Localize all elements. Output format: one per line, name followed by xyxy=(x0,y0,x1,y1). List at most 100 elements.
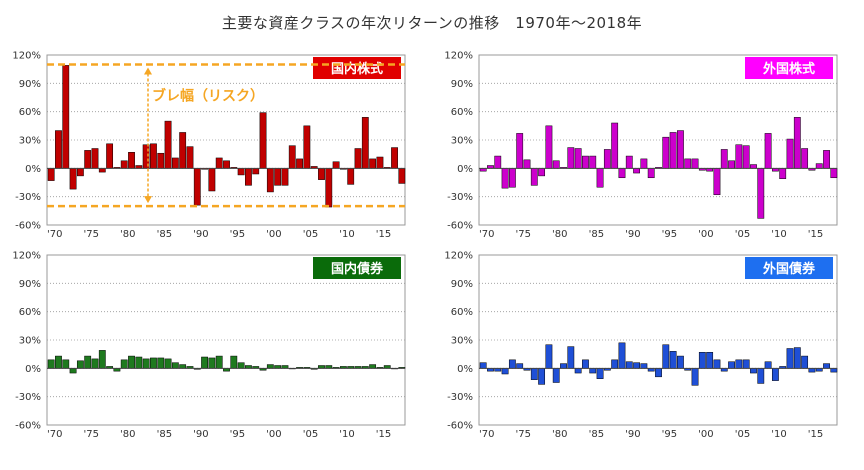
bar-1990 xyxy=(625,361,633,369)
y-tick-label: 90% xyxy=(451,279,473,290)
bar-1977 xyxy=(98,350,106,369)
panel-label-foreign-bonds: 外国債券 xyxy=(762,261,816,277)
panel-label-box xyxy=(745,257,833,279)
bar-1995 xyxy=(230,355,238,369)
bar-1994 xyxy=(655,368,662,378)
y-tick-label: 60% xyxy=(451,307,473,318)
bar-2005 xyxy=(303,125,311,169)
y-tick-label: -30% xyxy=(15,392,41,403)
bar-2002 xyxy=(713,359,721,369)
x-tick-label: '90 xyxy=(193,429,208,440)
bar-1971 xyxy=(55,130,62,169)
bar-1980 xyxy=(552,368,560,383)
bar-1984 xyxy=(582,155,589,169)
bar-1976 xyxy=(523,159,531,169)
x-tick-label: '85 xyxy=(157,429,172,440)
bar-1999 xyxy=(691,368,699,386)
y-tick-label: -60% xyxy=(447,221,473,232)
x-tick-label: '80 xyxy=(120,229,135,240)
bar-1992 xyxy=(208,357,216,369)
bar-2011 xyxy=(347,168,355,185)
x-tick-label: '80 xyxy=(552,429,567,440)
y-tick-label: 0% xyxy=(457,364,473,375)
bar-1986 xyxy=(596,368,604,379)
bar-1985 xyxy=(589,155,597,169)
bar-2000 xyxy=(698,352,706,369)
bar-1999 xyxy=(691,158,699,169)
bar-1984 xyxy=(582,359,589,369)
bar-1980 xyxy=(120,160,128,169)
bar-2011 xyxy=(779,168,787,179)
bar-1996 xyxy=(669,132,677,169)
bar-1972 xyxy=(62,359,70,369)
bar-1979 xyxy=(545,344,553,369)
bar-2014 xyxy=(801,355,809,369)
bar-1985 xyxy=(589,368,597,374)
x-tick-label: '15 xyxy=(808,429,823,440)
bar-2017 xyxy=(823,363,830,369)
x-tick-label: '95 xyxy=(230,429,245,440)
bar-1986 xyxy=(596,168,604,188)
plot-frame xyxy=(478,54,838,226)
bar-2009 xyxy=(764,133,772,169)
x-tick-label: '15 xyxy=(808,229,823,240)
risk-annotation: ブレ幅（リスク） xyxy=(152,87,264,104)
bar-1988 xyxy=(611,359,619,369)
chart-foreign-bonds: -60% -30% 0% 30% 60% 90% 120% '70 '75 '80 '85 '90 '9… xyxy=(444,251,838,440)
x-tick-label: '80 xyxy=(120,429,135,440)
x-tick-label: '70 xyxy=(47,429,62,440)
bar-2000 xyxy=(266,364,274,369)
y-tick-label: 120% xyxy=(12,251,41,262)
bar-1978 xyxy=(538,168,546,177)
x-tick-label: '85 xyxy=(589,229,604,240)
y-tick-label: 0% xyxy=(457,164,473,175)
bar-1991 xyxy=(201,356,208,369)
bar-2013 xyxy=(793,347,801,369)
bar-1975 xyxy=(84,150,92,169)
x-tick-label: '90 xyxy=(625,229,640,240)
bar-1990 xyxy=(625,155,633,169)
x-tick-label: '90 xyxy=(625,429,640,440)
bar-1981 xyxy=(128,355,135,369)
x-tick-label: '05 xyxy=(735,229,750,240)
bar-2012 xyxy=(354,148,362,169)
bar-1997 xyxy=(677,355,684,369)
bar-1995 xyxy=(662,344,670,369)
bar-1974 xyxy=(76,168,84,177)
bar-1977 xyxy=(530,168,538,186)
y-tick-label: 30% xyxy=(19,336,41,347)
x-tick-label: '05 xyxy=(735,429,750,440)
x-tick-label: '05 xyxy=(303,429,318,440)
bar-2005 xyxy=(735,144,743,169)
y-tick-label: -30% xyxy=(447,192,473,203)
bar-1986 xyxy=(164,120,172,169)
plot-frame xyxy=(46,254,406,426)
y-tick-label: 60% xyxy=(451,107,473,118)
bar-1975 xyxy=(516,133,524,169)
x-tick-label: '10 xyxy=(339,229,354,240)
bar-2002 xyxy=(281,168,289,186)
bar-2017 xyxy=(391,147,398,169)
bar-2006 xyxy=(742,359,750,369)
bar-2012 xyxy=(786,348,794,369)
bar-1989 xyxy=(618,342,626,369)
bar-1970 xyxy=(47,359,55,369)
x-tick-label: '75 xyxy=(84,429,99,440)
bar-1985 xyxy=(157,152,165,169)
bar-1981 xyxy=(128,152,135,169)
bar-1989 xyxy=(618,168,626,179)
bar-1992 xyxy=(640,363,648,369)
bar-1974 xyxy=(508,168,516,188)
y-tick-label: 30% xyxy=(451,136,473,147)
y-tick-label: 90% xyxy=(19,79,41,90)
bar-1996 xyxy=(237,362,245,369)
chart-domestic-bonds: -60% -30% 0% 30% 60% 90% 120% '70 '75 '80 '85 '90 '9… xyxy=(12,251,406,440)
x-tick-label: '10 xyxy=(339,429,354,440)
x-tick-label: '95 xyxy=(230,229,245,240)
bar-2004 xyxy=(296,158,303,169)
x-tick-label: '10 xyxy=(771,429,786,440)
panel-label-box xyxy=(745,57,833,79)
bar-1978 xyxy=(538,368,546,385)
bar-1972 xyxy=(494,155,502,169)
panel-label-box xyxy=(313,257,401,279)
